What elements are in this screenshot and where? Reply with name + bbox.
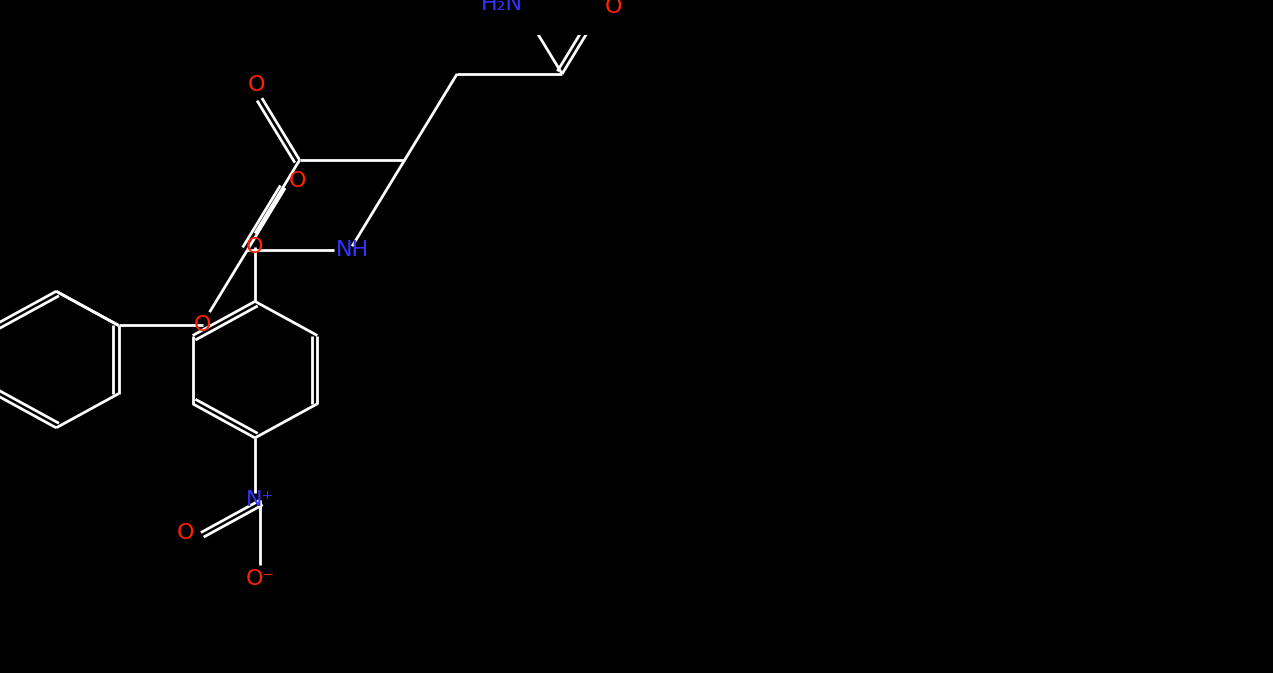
Text: O: O <box>605 0 622 17</box>
Text: O: O <box>248 75 266 95</box>
Text: NH: NH <box>336 240 369 260</box>
Text: O: O <box>177 522 195 542</box>
Text: O: O <box>246 237 264 256</box>
Text: H₂N: H₂N <box>481 0 523 14</box>
Text: N⁺: N⁺ <box>246 490 274 510</box>
Text: O: O <box>193 316 211 335</box>
Text: O: O <box>289 172 306 191</box>
Text: O⁻: O⁻ <box>246 569 275 589</box>
